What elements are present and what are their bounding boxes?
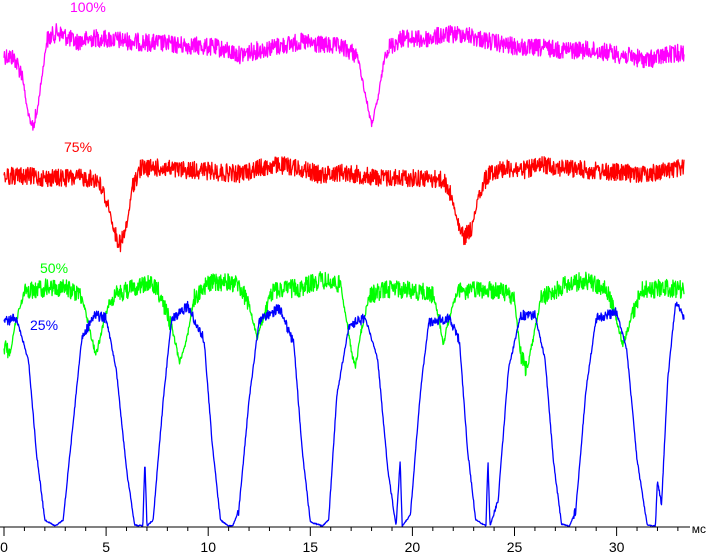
x-tick-label: 15 — [303, 539, 319, 555]
series-line-75pct — [3, 156, 685, 253]
x-tick-label: 5 — [102, 539, 110, 555]
x-tick-label: 10 — [200, 539, 216, 555]
series-label-layer: 100% 75% 50% 25% — [30, 0, 106, 333]
series-layer — [3, 23, 685, 528]
series-label-25pct: 25% — [30, 317, 58, 333]
x-axis-unit: мс — [692, 522, 706, 536]
series-line-50pct — [3, 271, 685, 377]
series-line-25pct — [3, 300, 685, 528]
x-tick-label: 30 — [609, 539, 625, 555]
x-axis: 0 5 10 15 20 25 30 мс — [0, 522, 706, 555]
x-tick-label: 0 — [0, 539, 8, 555]
x-tick-label: 25 — [507, 539, 523, 555]
series-line-100pct — [3, 23, 685, 131]
x-tick-label: 20 — [405, 539, 421, 555]
series-label-100pct: 100% — [70, 0, 106, 15]
series-label-50pct: 50% — [40, 260, 68, 276]
series-label-75pct: 75% — [64, 139, 92, 155]
